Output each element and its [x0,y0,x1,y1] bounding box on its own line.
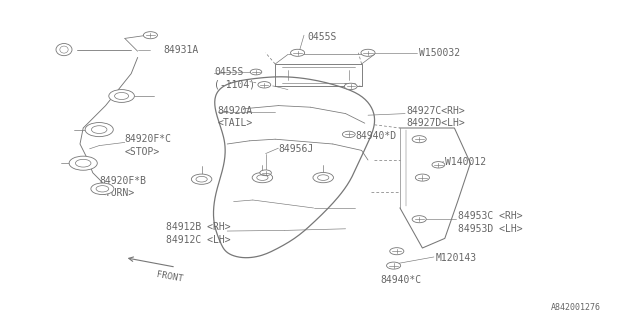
Text: 0455S
(-1104): 0455S (-1104) [214,67,255,90]
Text: 84927C<RH>
84927D<LH>: 84927C<RH> 84927D<LH> [406,106,465,128]
Circle shape [91,183,114,195]
Circle shape [412,216,426,223]
Circle shape [432,162,445,168]
Text: 84956J: 84956J [278,144,314,154]
Text: 84912B <RH>
84912C <LH>: 84912B <RH> 84912C <LH> [166,222,231,245]
Circle shape [313,172,333,183]
Circle shape [85,123,113,137]
Circle shape [412,136,426,143]
Text: 84931A: 84931A [163,44,198,55]
Text: 84920F*C
<STOP>: 84920F*C <STOP> [125,134,172,157]
Circle shape [69,156,97,170]
Text: M120143: M120143 [435,252,476,263]
Text: 84940*C: 84940*C [381,275,422,285]
Circle shape [344,83,357,90]
Circle shape [109,90,134,102]
Circle shape [390,248,404,255]
Text: A842001276: A842001276 [550,303,600,312]
Circle shape [361,49,375,56]
Circle shape [258,82,271,88]
Circle shape [387,262,401,269]
Circle shape [342,131,355,138]
Circle shape [250,69,262,75]
Text: 84953C <RH>
84953D <LH>: 84953C <RH> 84953D <LH> [458,211,522,234]
Text: FRONT: FRONT [156,270,184,284]
Circle shape [415,174,429,181]
Text: 84920A
<TAIL>: 84920A <TAIL> [218,106,253,128]
Circle shape [252,172,273,183]
Text: 84940*D: 84940*D [355,131,396,141]
Circle shape [291,49,305,56]
Text: W150032: W150032 [419,48,460,58]
Ellipse shape [56,44,72,56]
Circle shape [143,32,157,39]
Circle shape [191,174,212,184]
Text: 0455S: 0455S [307,32,337,42]
Circle shape [260,170,271,176]
Text: W140012: W140012 [445,156,486,167]
Text: 84920F*B
<TURN>: 84920F*B <TURN> [99,176,146,198]
